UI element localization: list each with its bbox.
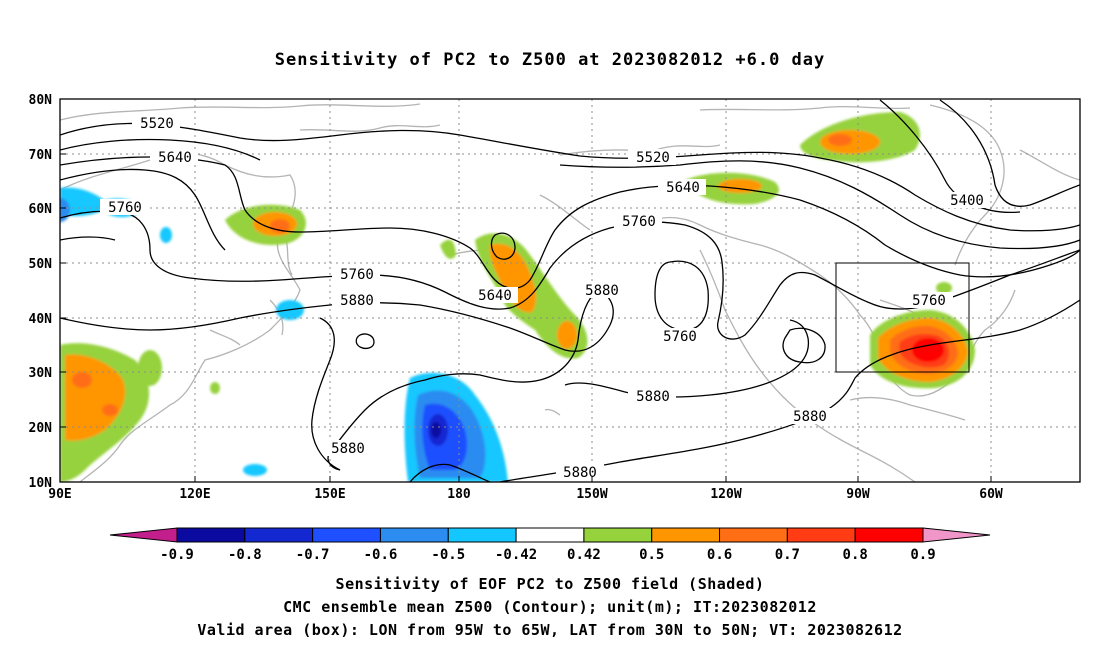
contour-labels: 5520 5640 5760 5520 5640 5760 5400 5760 … xyxy=(100,115,990,481)
contour-label: 5760 xyxy=(663,329,697,345)
latitude-labels: 80N 70N 60N 50N 40N 30N 20N 10N xyxy=(29,93,53,491)
caption-line-1: Sensitivity of EOF PC2 to Z500 field (Sh… xyxy=(335,575,765,593)
lon-label: 180 xyxy=(447,487,471,502)
caption-line-3: Valid area (box): LON from 95W to 65W, L… xyxy=(197,621,903,639)
colorbar-segment xyxy=(312,527,381,543)
colorbar-tick-label: -0.9 xyxy=(160,547,194,563)
contour-label: 5880 xyxy=(636,389,670,405)
colorbar-tick-label: -0.7 xyxy=(296,547,330,563)
contour-label: 5760 xyxy=(912,293,946,309)
colorbar-tick-label: 0.7 xyxy=(775,547,800,563)
axis-ticks xyxy=(60,98,992,482)
colorbar-tick-labels: -0.9 -0.8 -0.7 -0.6 -0.5 -0.42 0.42 0.5 0.6 0.7 0.… xyxy=(160,547,936,563)
colorbar-tick-label: 0.9 xyxy=(910,547,935,563)
plot-frame xyxy=(59,98,1081,483)
colorbar-tick-label: -0.8 xyxy=(228,547,262,563)
lat-label: 60N xyxy=(29,202,53,217)
colorbar-tick-label: 0.42 xyxy=(567,547,601,563)
z500-contours xyxy=(60,99,1080,482)
colorbar-tick-label: -0.6 xyxy=(364,547,398,563)
lat-label: 30N xyxy=(29,366,53,381)
valid-area-box xyxy=(835,262,970,373)
contour-label: 5880 xyxy=(793,409,827,425)
lon-label: 150W xyxy=(576,487,607,502)
lon-label: 120E xyxy=(179,487,210,502)
lon-label: 120W xyxy=(710,487,741,502)
colorbar-segment xyxy=(719,527,788,543)
sensitivity-shading xyxy=(60,112,975,482)
colorbar-segment xyxy=(379,527,449,543)
contour-label: 5880 xyxy=(563,465,597,481)
lon-label: 150E xyxy=(314,487,345,502)
lat-label: 20N xyxy=(29,421,53,436)
page-title: Sensitivity of PC2 to Z500 at 2023082012… xyxy=(274,50,826,70)
contour-label: 5520 xyxy=(140,116,174,132)
contour-label: 5640 xyxy=(158,150,192,166)
caption-line-2: CMC ensemble mean Z500 (Contour); unit(m… xyxy=(283,598,817,616)
lat-label: 10N xyxy=(29,476,53,491)
colorbar-segment xyxy=(244,527,314,543)
colorbar xyxy=(109,527,991,543)
colorbar-segment xyxy=(854,527,924,543)
colorbar-segment xyxy=(786,527,856,543)
lon-label: 90E xyxy=(48,487,71,502)
colorbar-segment xyxy=(922,527,991,543)
colorbar-segment xyxy=(515,527,585,543)
lat-label: 70N xyxy=(29,148,53,163)
colorbar-segment xyxy=(651,527,721,543)
colorbar-segment xyxy=(583,527,653,543)
colorbar-segment xyxy=(109,527,178,543)
contour-label: 5760 xyxy=(340,267,374,283)
lat-label: 50N xyxy=(29,257,53,272)
contour-label: 5400 xyxy=(950,193,984,209)
lon-label: 60W xyxy=(979,487,1003,502)
colorbar-tick-label: 0.6 xyxy=(707,547,732,563)
colorbar-segment xyxy=(176,527,246,543)
lon-label: 90W xyxy=(846,487,870,502)
colorbar-tick-label: 0.8 xyxy=(843,547,868,563)
contour-label: 5880 xyxy=(331,441,365,457)
gridlines xyxy=(60,99,1080,482)
contour-label: 5880 xyxy=(585,283,619,299)
contour-label: 5880 xyxy=(340,293,374,309)
contour-label: 5760 xyxy=(622,214,656,230)
lat-label: 40N xyxy=(29,312,53,327)
contour-label: 5640 xyxy=(666,180,700,196)
contour-label: 5640 xyxy=(478,288,512,304)
lat-label: 80N xyxy=(29,93,53,108)
longitude-labels: 90E 120E 150E 180 150W 120W 90W 60W xyxy=(48,487,1003,502)
colorbar-tick-label: 0.5 xyxy=(639,547,664,563)
colorbar-tick-label: -0.42 xyxy=(495,547,537,563)
contour-label: 5760 xyxy=(108,200,142,216)
colorbar-segment xyxy=(447,527,517,543)
colorbar-tick-label: -0.5 xyxy=(431,547,465,563)
contour-label: 5520 xyxy=(636,150,670,166)
